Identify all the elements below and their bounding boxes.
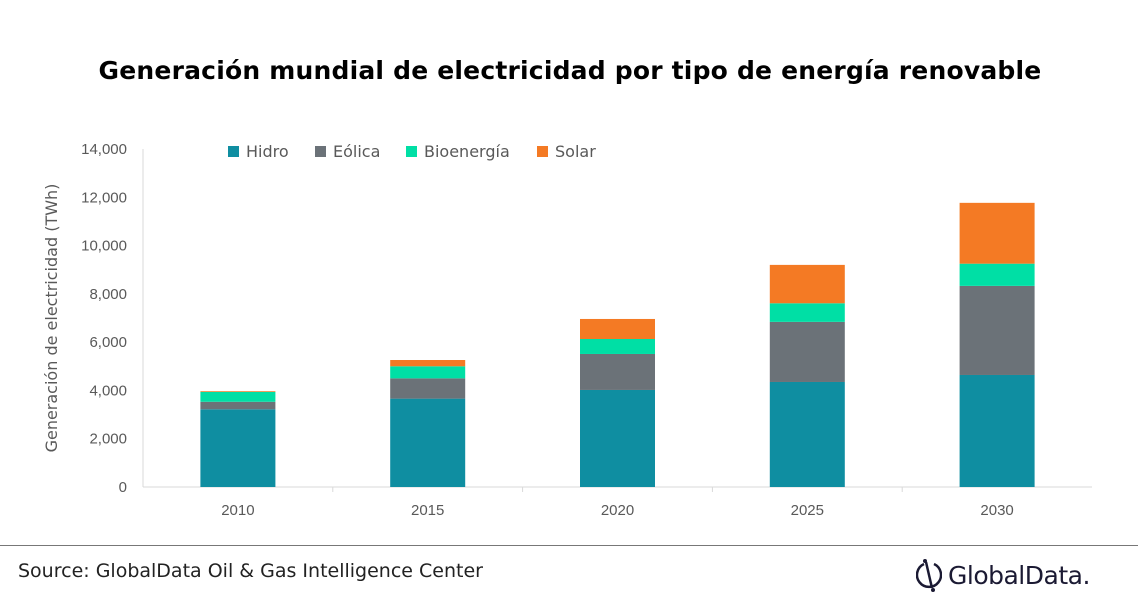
bar-segment-solar (959, 202, 1035, 264)
bar-segment-hidro (390, 398, 466, 487)
y-tick-label: 14,000 (81, 141, 127, 158)
y-tick-label: 10,000 (81, 238, 127, 255)
footer-divider (0, 545, 1138, 546)
stacked-bar-chart: 0 2,000 4,000 6,000 8,000 10,000 12,000 14,000 2… (42, 141, 1092, 519)
y-tick-label: 2,000 (89, 431, 127, 448)
bar-segment-bioenergía (390, 366, 466, 379)
legend-label: Eólica (333, 142, 380, 161)
y-tick-label: 12,000 (81, 189, 127, 206)
chart-title: Generación mundial de electricidad por t… (98, 56, 1042, 85)
y-axis-title: Generación de electricidad (TWh) (42, 184, 61, 453)
x-tick-label: 2025 (791, 502, 824, 519)
x-tick-label: 2010 (221, 502, 254, 519)
legend-label: Solar (555, 142, 596, 161)
globaldata-logo: GlobalData. (916, 558, 1090, 592)
legend-swatch (315, 146, 326, 157)
y-tick-label: 0 (119, 479, 127, 496)
bar-segment-eólica (390, 378, 466, 399)
y-tick-label: 6,000 (89, 334, 127, 351)
bar-segment-hidro (580, 389, 655, 487)
legend-swatch (537, 146, 548, 157)
legend-label: Bioenergía (424, 142, 510, 161)
bar-segment-hidro (959, 374, 1035, 487)
legend-label: Hidro (246, 142, 289, 161)
bar-segment-solar (580, 318, 655, 340)
bar-segment-bioenergía (959, 263, 1035, 286)
bar-segment-bioenergía (769, 303, 845, 322)
x-tick-label: 2030 (980, 502, 1013, 519)
bar-segment-bioenergía (580, 339, 655, 354)
bar-segment-eólica (959, 285, 1035, 375)
bar-segment-hidro (200, 409, 276, 487)
y-tick-label: 4,000 (89, 382, 127, 399)
bar-segment-solar (200, 391, 276, 392)
bar-segment-eólica (200, 401, 276, 410)
legend-swatch (228, 146, 239, 157)
bar-segment-solar (769, 264, 845, 304)
source-note: Source: GlobalData Oil & Gas Intelligenc… (18, 560, 483, 582)
bar-segment-bioenergía (200, 391, 276, 402)
bar-segment-hidro (769, 381, 845, 487)
legend-swatch (406, 146, 417, 157)
x-tick-label: 2020 (601, 502, 634, 519)
bar-segment-eólica (769, 321, 845, 382)
bar-segment-solar (390, 360, 466, 367)
globaldata-logo-icon (916, 559, 942, 592)
x-tick-label: 2015 (411, 502, 444, 519)
bar-segment-eólica (580, 353, 655, 390)
y-tick-label: 8,000 (89, 286, 127, 303)
logo-text: GlobalData. (948, 560, 1090, 590)
